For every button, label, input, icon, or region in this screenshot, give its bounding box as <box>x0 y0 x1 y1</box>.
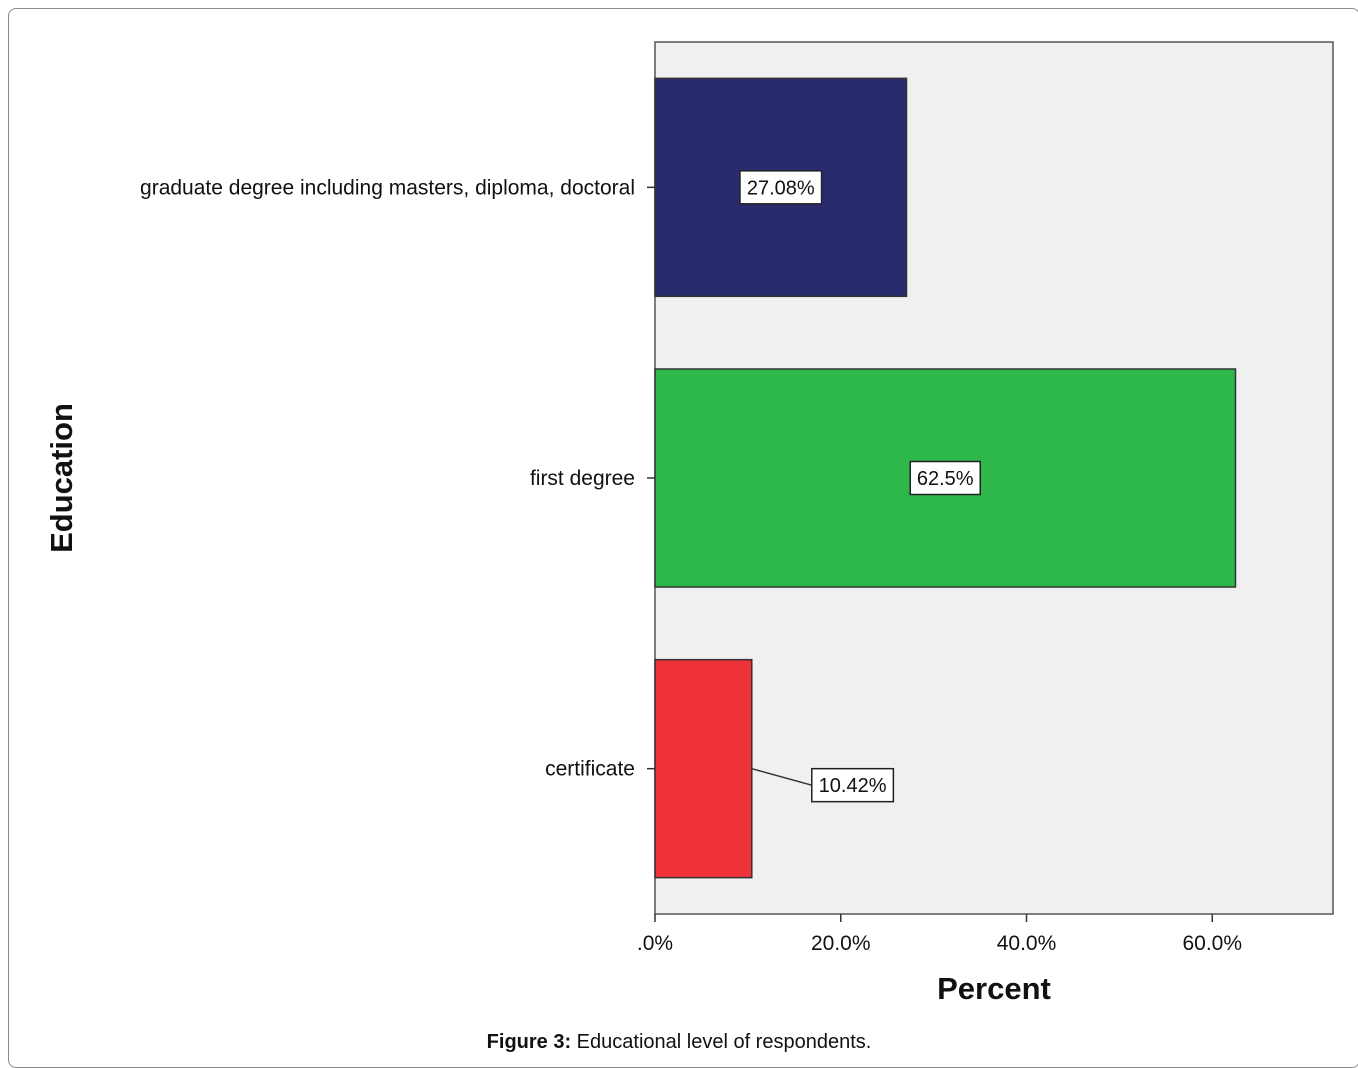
caption-text: Educational level of respondents. <box>571 1031 872 1053</box>
label-leader-2 <box>751 767 812 786</box>
x-tick-label-3: 60.0% <box>1182 932 1242 955</box>
y-tick-label-2: certificate <box>545 758 635 781</box>
label-box-0 <box>739 170 823 205</box>
y-tick-label-0: graduate degree including masters, diplo… <box>140 176 635 199</box>
x-axis: .0% 20.0% 40.0% 60.0% <box>637 914 1242 955</box>
data-label-1: 62.5% <box>917 468 974 490</box>
bar-2 <box>654 658 753 879</box>
y-tick-label-1: first degree <box>530 467 635 490</box>
y-axis: graduate degree including masters, diplo… <box>140 176 655 781</box>
x-tick-label-2: 40.0% <box>997 932 1057 955</box>
x-tick-label-1: 20.0% <box>811 932 871 955</box>
figure-caption: Figure 3: Educational level of responden… <box>0 1031 1358 1054</box>
label-box-1 <box>909 460 981 496</box>
data-label-2: 10.42% <box>819 775 887 797</box>
x-tick-label-0: .0% <box>637 932 673 955</box>
caption-label: Figure 3: <box>486 1031 572 1053</box>
data-labels: 27.08% 62.5% 10.42% <box>739 170 981 803</box>
label-box-2 <box>811 767 895 803</box>
y-axis-title: Education <box>44 403 79 553</box>
x-axis-title: Percent <box>937 971 1051 1006</box>
data-label-0: 27.08% <box>747 177 815 199</box>
